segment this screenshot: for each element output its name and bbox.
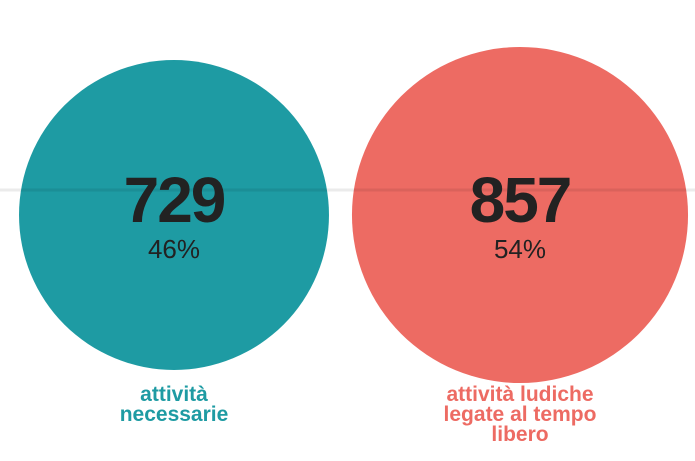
category-label: attività ludiche legate al tempo libero xyxy=(443,383,597,446)
value-label: 857 xyxy=(470,164,571,236)
bubble xyxy=(19,60,329,370)
value-label: 729 xyxy=(124,164,225,236)
share-label: 46% xyxy=(148,234,200,264)
bubble xyxy=(351,46,689,384)
share-label: 54% xyxy=(494,234,546,264)
category-label: attività necessarie xyxy=(119,383,229,426)
